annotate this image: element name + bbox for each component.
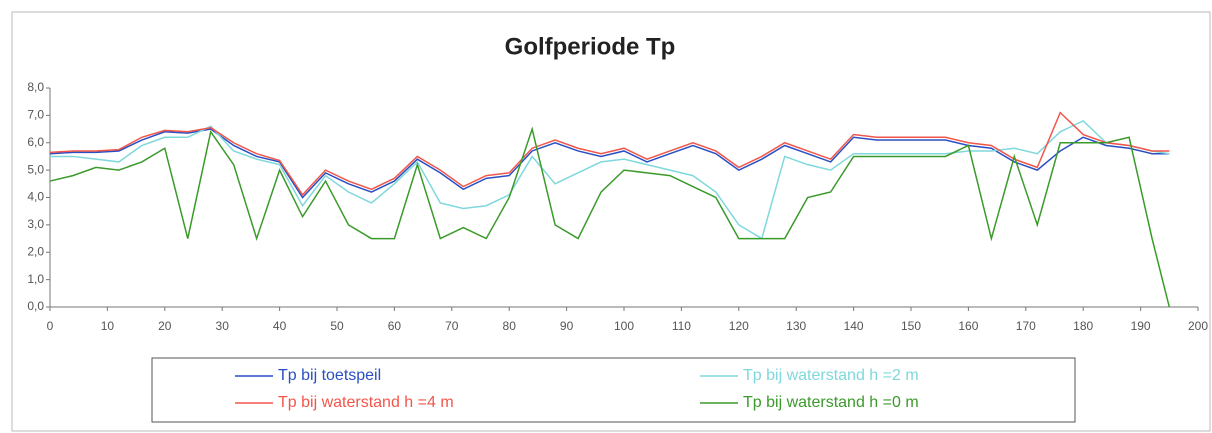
x-tick-label: 90 <box>560 319 574 333</box>
series-line <box>49 111 1170 196</box>
y-tick-label: 4,0 <box>27 190 44 204</box>
series-line <box>49 126 1171 308</box>
chart-title: Golfperiode Tp <box>505 33 676 60</box>
x-tick-label: 170 <box>1016 319 1036 333</box>
legend-label: Tp bij waterstand h =4 m <box>278 394 454 411</box>
y-tick-label: 2,0 <box>27 244 44 258</box>
series-line <box>50 119 1170 240</box>
y-tick-label: 7,0 <box>27 108 44 122</box>
y-tick-label: 8,0 <box>27 80 44 94</box>
x-tick-label: 30 <box>216 319 230 333</box>
x-tick-label: 110 <box>672 319 691 333</box>
x-tick-label: 40 <box>273 319 287 333</box>
x-tick-label: 70 <box>445 319 459 333</box>
x-tick-label: 100 <box>614 319 634 333</box>
x-tick-label: 120 <box>729 319 749 333</box>
legend-label: Tp bij waterstand h =0 m <box>743 394 919 411</box>
x-tick-label: 200 <box>1188 319 1208 333</box>
x-tick-label: 140 <box>844 319 864 333</box>
x-tick-label: 80 <box>503 319 517 333</box>
legend-box <box>151 357 1076 423</box>
y-tick-label: 3,0 <box>27 217 44 231</box>
x-tick-label: 10 <box>101 319 115 333</box>
y-tick-label: 1,0 <box>27 272 44 286</box>
x-tick-label: 130 <box>786 319 806 333</box>
x-tick-label: 50 <box>330 319 344 333</box>
x-tick-label: 20 <box>158 319 172 333</box>
x-tick-label: 60 <box>388 319 402 333</box>
x-tick-label: 0 <box>47 319 54 333</box>
x-tick-label: 190 <box>1131 319 1151 333</box>
y-tick-label: 6,0 <box>27 135 44 149</box>
x-tick-label: 180 <box>1073 319 1093 333</box>
frame <box>11 11 1211 432</box>
y-tick-label: 5,0 <box>27 162 44 176</box>
x-tick-label: 160 <box>958 319 978 333</box>
series-line <box>49 128 1170 199</box>
y-tick-label: 0,0 <box>27 299 44 313</box>
x-tick-label: 150 <box>901 319 921 333</box>
legend-label: Tp bij toetspeil <box>278 367 381 384</box>
legend-label: Tp bij waterstand h =2 m <box>743 367 919 384</box>
